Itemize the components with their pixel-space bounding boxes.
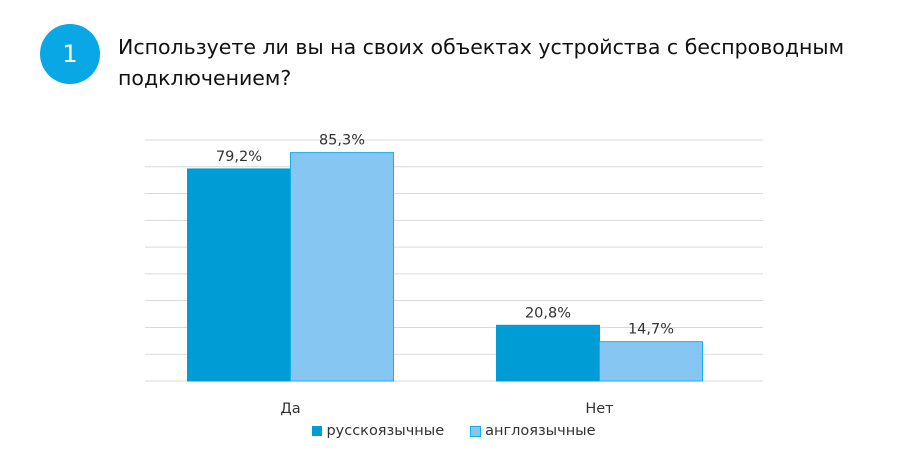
question-number-badge: 1 [40, 24, 100, 84]
legend-label-russian: русскоязычные [326, 423, 445, 439]
legend-swatch-english [470, 425, 482, 437]
data-label: 85,3% [319, 133, 365, 149]
bar-english-0 [290, 152, 394, 382]
category-label: Да [280, 401, 300, 417]
legend-item-english: англоязычные [470, 423, 596, 439]
data-label: 79,2% [216, 149, 262, 165]
bar-russian-0 [187, 168, 291, 382]
bar-english-1 [599, 341, 703, 382]
question-title: Используете ли вы на своих объектах устр… [118, 35, 845, 90]
legend-label-english: англоязычные [485, 423, 596, 439]
data-label: 20,8% [525, 305, 571, 321]
bar-russian-1 [496, 324, 600, 382]
category-label: Нет [585, 401, 614, 417]
legend: русскоязычные англоязычные [0, 423, 904, 439]
legend-swatch-russian [312, 426, 323, 436]
legend-item-russian: русскоязычные [312, 423, 444, 439]
data-label: 14,7% [628, 322, 674, 338]
